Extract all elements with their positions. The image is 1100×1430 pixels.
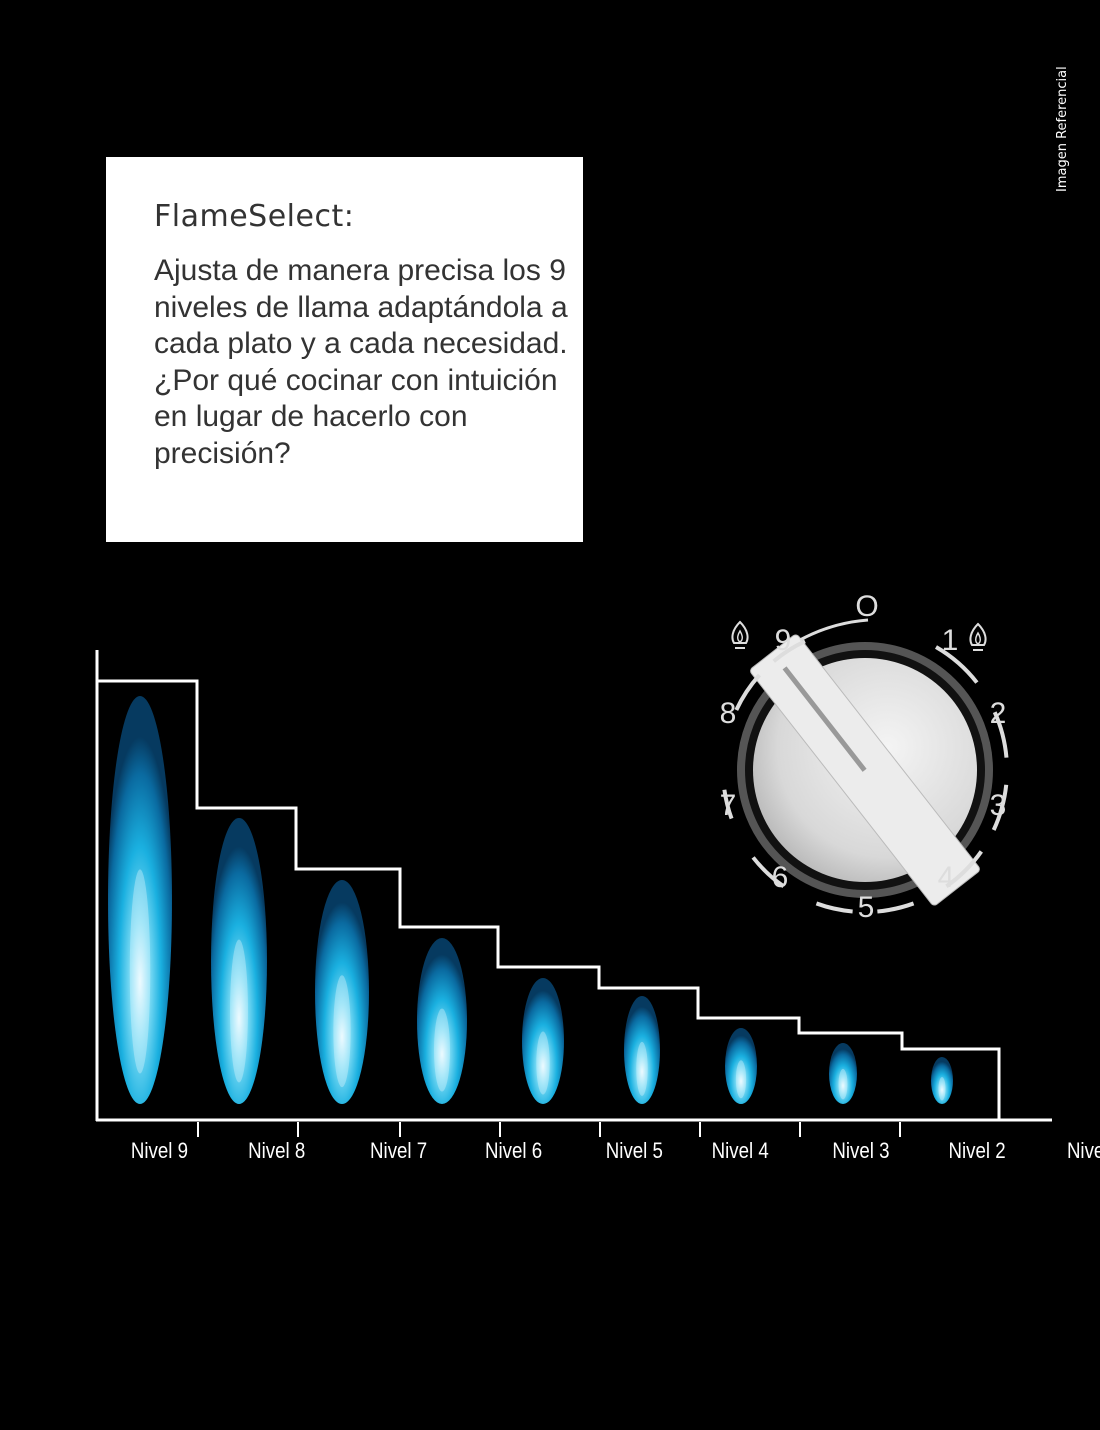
level-label: Nivel 9 [131,1140,188,1164]
level-label: Nivel 7 [370,1140,427,1164]
flame-core [333,975,351,1088]
dial-off-mark: O [855,590,878,623]
flame-level-7 [315,880,369,1104]
dial-scale-arc [734,673,761,711]
dial-scale-arc [815,901,853,914]
flame-level-3 [725,1028,757,1104]
dial-number-4: 4 [938,861,955,894]
info-body: Ajusta de manera precisa los 9 niveles d… [154,254,568,470]
level-label: Nivel 1 [1067,1140,1100,1164]
dial-number-8: 8 [720,697,737,730]
flame-level-6 [417,938,467,1104]
dial-number-5: 5 [858,891,875,924]
dial-scale-arc [751,856,785,888]
dial-scale-arc [722,789,734,820]
flame-level-1 [931,1057,953,1104]
info-box: FlameSelect: Ajusta de manera precisa lo… [106,157,583,542]
info-title: FlameSelect: [154,199,355,234]
flame-level-8 [211,818,267,1104]
dial-scale-arc [877,901,915,914]
level-label: Nivel 2 [948,1140,1005,1164]
dial-number-2: 2 [990,697,1007,730]
flame-core [129,869,151,1074]
flame-core [636,1041,648,1096]
flame-core [838,1068,848,1100]
dial-number-1: 1 [942,624,959,657]
level-label: Nivel 6 [485,1140,542,1164]
flame-core [230,939,248,1083]
level-step-line [97,679,1001,1120]
flame-core [434,1008,450,1092]
flame-level-4 [624,996,660,1104]
flame-level-2 [829,1043,857,1104]
flame-core [735,1060,747,1099]
flame-icon-max [731,620,749,649]
dial-scale-arc [992,711,1009,758]
level-label: Nivel 8 [248,1140,305,1164]
level-label: Nivel 5 [606,1140,663,1164]
flame-icon-min [969,622,987,651]
flame-core [536,1031,550,1095]
dial-scale-arc [991,784,1009,831]
dial-scale-arc [945,850,983,888]
flame-level-5 [522,978,564,1104]
flame-level-9 [108,696,172,1104]
dial-number-6: 6 [772,861,789,894]
dial-number-9: 9 [775,624,792,657]
level-label: Nivel 3 [832,1140,889,1164]
dial-scale-arc [934,645,979,684]
level-label: Nivel 4 [712,1140,769,1164]
flame-core [938,1076,946,1101]
dial-scale-arc [772,639,806,663]
